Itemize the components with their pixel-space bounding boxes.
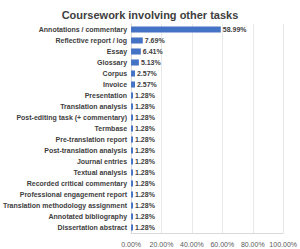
svg-text:Professional engagement report: Professional engagement report [20,191,128,199]
svg-text:2.57%: 2.57% [137,81,158,88]
svg-text:Pre-translation report: Pre-translation report [55,136,127,144]
svg-text:2.57%: 2.57% [137,70,158,77]
svg-text:Presentation: Presentation [85,92,127,99]
svg-text:1.28%: 1.28% [135,158,156,165]
svg-text:Corpus: Corpus [103,70,128,78]
svg-text:Translation methodology assign: Translation methodology assignment [3,202,128,210]
svg-text:Journal entries: Journal entries [77,158,127,165]
svg-text:Post-translation analysis: Post-translation analysis [44,147,127,155]
svg-text:6.41%: 6.41% [143,48,164,55]
svg-text:1.28%: 1.28% [135,202,156,209]
svg-text:Annotations / commentary: Annotations / commentary [39,26,127,34]
svg-text:Reflective report / log: Reflective report / log [55,37,127,45]
svg-text:1.28%: 1.28% [135,103,156,110]
svg-text:Essay: Essay [107,48,127,56]
svg-text:Coursework involving other tas: Coursework involving other tasks [62,9,239,21]
svg-text:5.13%: 5.13% [141,59,162,66]
svg-text:60.00%: 60.00% [210,241,234,248]
svg-text:Textual analysis: Textual analysis [73,169,127,177]
svg-text:Invoice: Invoice [103,81,127,88]
svg-text:Annotated bibliography: Annotated bibliography [49,213,128,221]
svg-text:40.00%: 40.00% [180,241,204,248]
svg-text:80.00%: 80.00% [241,241,265,248]
svg-text:1.28%: 1.28% [135,191,156,198]
svg-text:1.28%: 1.28% [135,92,156,99]
svg-text:Termbase: Termbase [95,125,128,132]
svg-text:1.28%: 1.28% [135,213,156,220]
svg-text:1.28%: 1.28% [135,125,156,132]
svg-text:Dissertation abstract: Dissertation abstract [57,224,127,231]
svg-text:1.28%: 1.28% [135,169,156,176]
svg-text:1.28%: 1.28% [135,136,156,143]
svg-text:20.00%: 20.00% [150,241,174,248]
svg-text:0.00%: 0.00% [121,241,141,248]
svg-text:58.99%: 58.99% [223,26,248,33]
svg-text:Post-editing task (+ commentar: Post-editing task (+ commentary) [16,114,127,122]
svg-text:7.69%: 7.69% [145,37,166,44]
svg-text:Glossary: Glossary [97,59,127,67]
svg-text:100.00%: 100.00% [269,241,297,248]
svg-text:Translation analysis: Translation analysis [60,103,127,111]
svg-text:1.28%: 1.28% [135,147,156,154]
svg-text:Recorded critical commentary: Recorded critical commentary [27,180,127,188]
svg-text:1.28%: 1.28% [135,224,156,231]
svg-text:1.28%: 1.28% [135,180,156,187]
svg-text:1.28%: 1.28% [135,114,156,121]
